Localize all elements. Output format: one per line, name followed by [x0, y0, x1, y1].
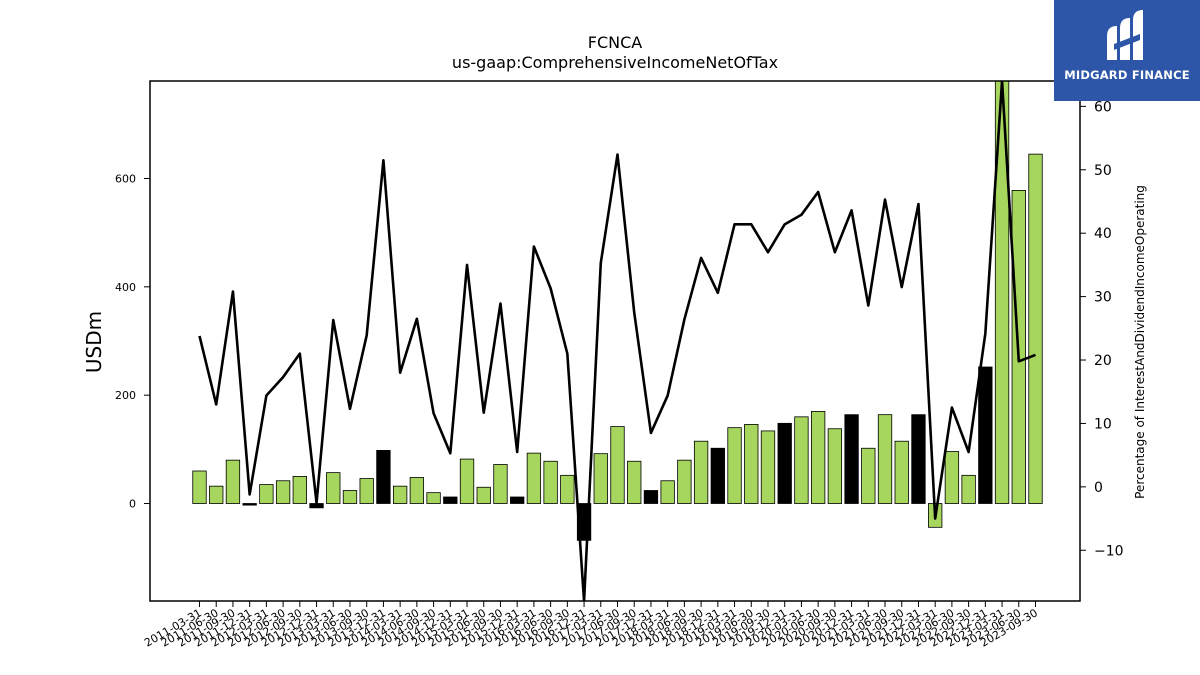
- bar-2011-06-30: [209, 485, 224, 504]
- bar-2017-03-31: [593, 453, 608, 504]
- bar-2020-12-31: [844, 414, 859, 504]
- bar-2016-06-30: [543, 460, 558, 504]
- bar-2021-03-31: [861, 447, 876, 504]
- y-axis-label: USDm: [82, 311, 106, 373]
- bar-2011-09-30: [225, 459, 241, 504]
- bar-2021-12-31: [911, 414, 926, 504]
- bar-2018-12-31: [710, 447, 725, 504]
- bar-2014-06-30: [409, 477, 425, 504]
- y-tick-label: 0: [129, 498, 136, 511]
- bar-2019-06-30: [744, 424, 759, 504]
- bar-2012-09-30: [292, 476, 307, 504]
- bar-2014-09-30: [426, 492, 441, 504]
- bar-2019-03-31: [727, 427, 742, 504]
- bar-2018-09-30: [693, 440, 709, 504]
- bar-2012-12-31: [309, 503, 324, 509]
- bar-2013-12-31: [376, 450, 391, 504]
- bar-2014-03-31: [392, 485, 408, 504]
- bar-2013-09-30: [359, 478, 374, 504]
- bar-2016-03-31: [526, 452, 542, 504]
- bar-2018-06-30: [677, 459, 692, 504]
- y2-tick-label: 50: [1094, 163, 1112, 179]
- brand-logo: MIDGARD FINANCE: [1054, 0, 1200, 101]
- chart-subtitle: us-gaap:ComprehensiveIncomeNetOfTax: [452, 53, 778, 72]
- bar-2018-03-31: [660, 480, 675, 504]
- bar-2016-09-30: [560, 474, 575, 504]
- bar-2012-03-31: [259, 484, 274, 504]
- y2-tick-label: 40: [1094, 226, 1112, 242]
- bar-2020-09-30: [827, 428, 843, 504]
- y2-tick-label: 20: [1094, 353, 1112, 369]
- y2-tick-label: 0: [1094, 480, 1103, 496]
- bar-2015-09-30: [493, 464, 508, 504]
- bar-2023-09-30: [1028, 153, 1043, 504]
- chart-title: FCNCA: [588, 33, 643, 52]
- y2-tick-label: −10: [1094, 543, 1124, 559]
- bar-2017-06-30: [610, 426, 625, 504]
- line-series: [198, 81, 1036, 601]
- bar-2022-09-30: [961, 474, 976, 504]
- bar-2015-03-31: [459, 458, 475, 504]
- line-series-path: [198, 81, 1036, 601]
- bar-2013-03-31: [326, 472, 341, 504]
- bar-2011-03-31: [192, 470, 207, 504]
- y-tick-label: 400: [115, 281, 136, 294]
- bar-2012-06-30: [275, 480, 291, 504]
- bar-2017-09-30: [627, 460, 642, 504]
- bar-2021-09-30: [894, 440, 909, 504]
- bar-2020-06-30: [810, 411, 826, 504]
- x-axis-ticks: 2011-03-312011-06-302011-09-302011-12-31…: [142, 601, 1040, 650]
- y-tick-label: 200: [115, 389, 136, 402]
- bar-2019-12-31: [777, 422, 792, 504]
- y2-axis-ticks: −10 0 10 20 30 40 50 60: [1080, 99, 1124, 559]
- bar-2011-12-31: [242, 503, 257, 506]
- plot-frame: [149, 80, 1081, 602]
- bar-2015-06-30: [476, 486, 491, 504]
- y2-tick-label: 10: [1094, 416, 1112, 432]
- bar-2022-06-30: [944, 451, 960, 504]
- bar-2020-03-31: [794, 416, 809, 504]
- y2-tick-label: 60: [1094, 99, 1112, 115]
- bar-2022-12-31: [978, 366, 993, 504]
- bar-2017-12-31: [643, 490, 659, 504]
- bar-2014-12-31: [443, 496, 458, 504]
- y2-tick-label: 30: [1094, 290, 1112, 306]
- brand-name: MIDGARD FINANCE: [1064, 68, 1190, 82]
- bar-series: [192, 80, 1043, 541]
- brand-mark-icon: [1107, 10, 1143, 60]
- bar-2019-09-30: [760, 430, 776, 504]
- y-tick-label: 600: [115, 173, 136, 186]
- bar-2021-06-30: [877, 414, 893, 504]
- bar-2015-12-31: [510, 496, 525, 504]
- bar-2013-06-30: [342, 490, 358, 504]
- y-axis-ticks: 0 200 400 600: [115, 173, 150, 511]
- y2-axis-label: Percentage of InterestAndDividendIncomeO…: [1133, 185, 1147, 499]
